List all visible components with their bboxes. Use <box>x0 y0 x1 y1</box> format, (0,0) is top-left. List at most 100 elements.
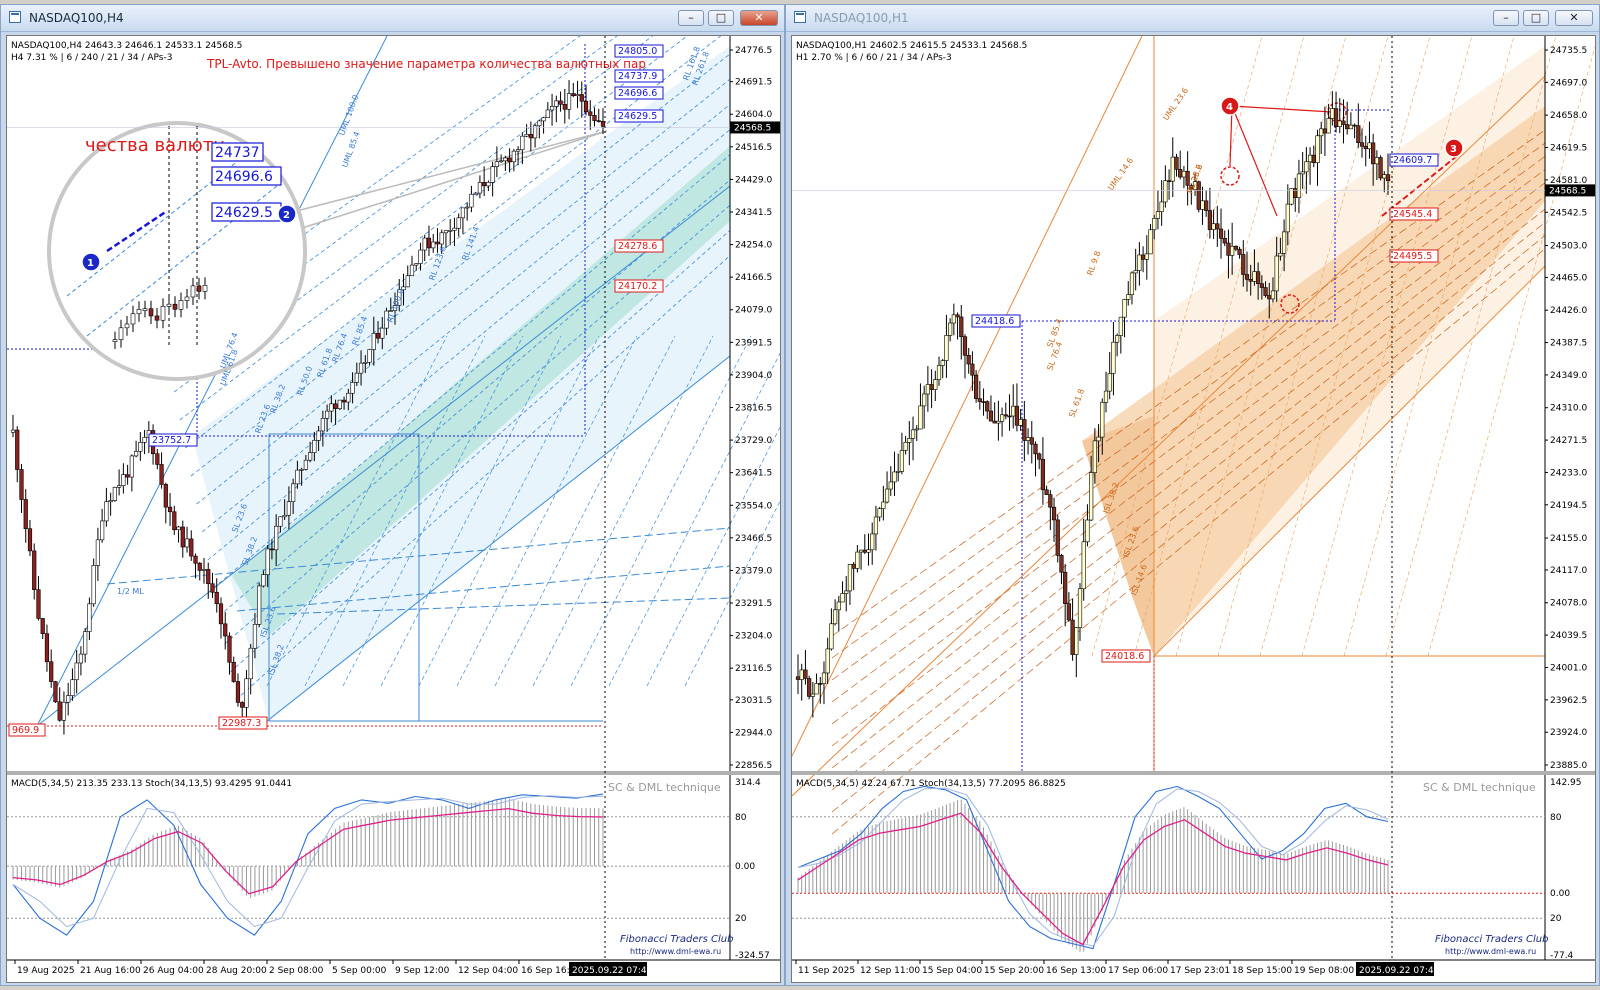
close-button[interactable]: ✕ <box>740 10 778 26</box>
candle-body <box>10 429 16 433</box>
level-label: 24737.9 <box>618 71 657 82</box>
chart-window-h1[interactable]: NASDAQ100,H1 – □ ✕ 4 3 24735.5 24697.0 24658… <box>785 4 1600 986</box>
price-tick-label: 23991.5 <box>735 338 772 348</box>
time-cursor-label: 2025.09.22 07:41 <box>1359 966 1439 976</box>
candle-body <box>1148 229 1153 255</box>
candle-body <box>1385 174 1391 181</box>
candle-body <box>486 182 491 187</box>
candle-body <box>795 676 801 680</box>
candle-body <box>503 157 508 162</box>
candle-body <box>1237 248 1242 255</box>
close-button[interactable]: ✕ <box>1555 10 1593 26</box>
stoch-main-line <box>797 785 1389 950</box>
candle-body <box>988 410 994 422</box>
candle-body <box>380 327 385 339</box>
price-tick-label: 24619.5 <box>1550 144 1587 154</box>
candle-body <box>295 469 300 485</box>
fib-time-line <box>1301 36 1473 657</box>
chart-canvas-h1[interactable]: 4 3 24735.5 24697.0 24658.0 24619.5 24581.0 245… <box>791 35 1596 983</box>
candle-body <box>1152 218 1157 231</box>
club-name: Fibonacci Traders Club <box>620 934 733 945</box>
candle-body <box>840 593 845 603</box>
fib-level-label: UML 100.0 <box>337 94 360 137</box>
candle-body <box>129 455 134 478</box>
maximize-button[interactable]: □ <box>708 10 734 26</box>
candle-body <box>1122 299 1127 318</box>
sub-axis-label: 80 <box>735 813 747 823</box>
level-label: 24018.6 <box>1105 651 1144 662</box>
candle-body <box>308 452 313 461</box>
minimize-button[interactable]: – <box>678 10 704 26</box>
candle-body <box>1374 157 1379 165</box>
candle-body <box>1252 271 1257 282</box>
candle-body <box>1018 419 1023 426</box>
candle-body <box>810 693 815 697</box>
maximize-button[interactable]: □ <box>1523 10 1549 26</box>
window-titlebar[interactable]: NASDAQ100,H4 – □ ✕ <box>1 5 784 32</box>
candle-body <box>66 695 71 703</box>
fib-time-line <box>1133 36 1305 657</box>
candle-body <box>1259 283 1264 288</box>
candle-body <box>944 335 949 361</box>
candle-body <box>833 609 838 625</box>
candle-body <box>1296 173 1302 198</box>
candle-body <box>1115 335 1120 343</box>
candle-body <box>231 661 236 682</box>
level-label-box <box>1389 249 1439 263</box>
fib-time-line <box>1427 45 1595 657</box>
price-tick-label: 24271.5 <box>1550 436 1587 446</box>
candle-body <box>873 516 879 535</box>
candle-body <box>1170 156 1175 182</box>
zoom-trend-line <box>106 209 168 253</box>
time-tick-label: 28 Aug 20:00 <box>206 966 267 976</box>
candle-body <box>210 583 215 593</box>
time-tick-label: 15 Sep 04:00 <box>922 966 982 976</box>
candle-body <box>1003 414 1008 417</box>
candle-body <box>371 333 376 350</box>
minimize-button[interactable]: – <box>1493 10 1519 26</box>
time-tick-label: 12 Sep 04:00 <box>458 966 518 976</box>
candle-body <box>87 603 92 632</box>
candle-body <box>566 93 572 110</box>
candle-body <box>1278 252 1283 257</box>
time-tick-label: 16 Sep 16:00 <box>521 966 581 976</box>
candle-body <box>100 520 105 541</box>
chart-canvas-h4[interactable]: TPL-Avto. Превышено значение параметра к… <box>6 35 781 983</box>
candle-body <box>1282 231 1287 254</box>
candle-body <box>74 662 79 681</box>
level-label: 24805.0 <box>618 46 657 57</box>
current-price-box <box>1545 184 1595 197</box>
level-label: 969.9 <box>12 725 39 736</box>
price-tick-label: 24341.5 <box>735 208 772 218</box>
candle-body <box>985 401 990 412</box>
fib-channel-line <box>185 36 722 449</box>
zoom-candle-body <box>142 308 148 311</box>
candle-body <box>448 230 453 232</box>
candle-body <box>903 442 908 451</box>
candle-body <box>1092 440 1097 473</box>
chart-window-h4[interactable]: NASDAQ100,H4 – □ ✕ TPL-Avto. Превышено з… <box>0 4 785 986</box>
candle-body <box>354 372 359 383</box>
price-tick-label: 24516.5 <box>735 143 772 153</box>
window-title: NASDAQ100,H1 <box>814 11 909 25</box>
candle-body <box>1200 200 1205 210</box>
candle-body <box>384 310 389 329</box>
chart-window-icon <box>794 11 806 23</box>
marker-1-label: 1 <box>87 258 94 269</box>
pivot-circle <box>1220 166 1240 186</box>
candle-body <box>524 134 529 137</box>
time-cursor-box <box>569 962 647 976</box>
zoom-candle-body <box>172 303 178 310</box>
zoom-candle-body <box>148 308 154 317</box>
zoom-candle-body <box>154 315 160 321</box>
chart-svg-h1[interactable]: 4324735.524697.024658.024619.524581.0245… <box>792 36 1595 982</box>
fib-level-label: 1/2 ML <box>117 587 144 596</box>
chart-svg-h4[interactable]: TPL-Avto. Превышено значение параметра к… <box>7 36 780 982</box>
candle-body <box>520 135 525 150</box>
candle-body <box>176 526 181 531</box>
candle-body <box>554 100 559 107</box>
candle-body <box>907 438 912 443</box>
candle-body <box>1222 238 1227 244</box>
zoom-alert-text: чества валютн <box>85 135 225 156</box>
window-titlebar[interactable]: NASDAQ100,H1 – □ ✕ <box>786 5 1599 32</box>
